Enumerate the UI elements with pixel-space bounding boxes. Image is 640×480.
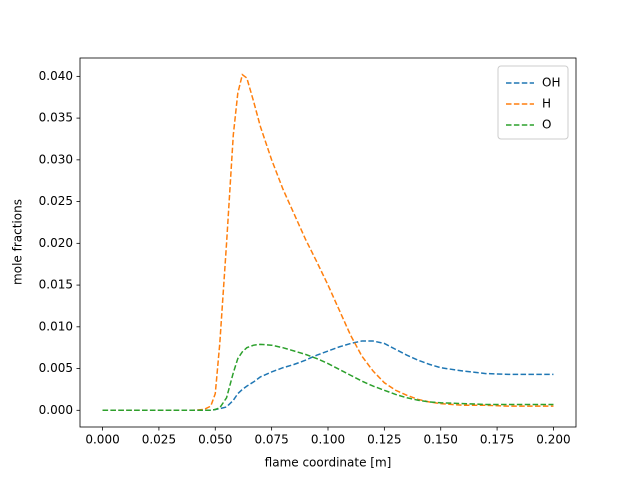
y-tick-label: 0.020	[39, 236, 73, 250]
x-tick-label: 0.050	[198, 433, 232, 447]
data-line	[102, 343, 554, 412]
y-tick-label: 0.030	[39, 152, 73, 166]
y-tick-label: 0.005	[39, 361, 73, 375]
y-tick-label: 0.025	[39, 194, 73, 208]
x-tick-label: 0.175	[480, 433, 514, 447]
x-tick-label: 0.025	[142, 433, 176, 447]
legend-label: OH	[542, 76, 560, 90]
x-tick-label: 0.075	[254, 433, 288, 447]
legend-label: H	[542, 97, 551, 111]
legend-box	[497, 65, 569, 140]
plot-frame	[79, 57, 577, 428]
y-tick-label: 0.035	[39, 111, 73, 125]
y-tick-label: 0.010	[39, 319, 73, 333]
x-tick-label: 0.125	[367, 433, 401, 447]
x-tick-label: 0.200	[536, 433, 570, 447]
y-axis-label: mole fractions	[11, 199, 25, 285]
legend-label: O	[542, 118, 551, 132]
y-tick-label: 0.040	[39, 69, 73, 83]
y-tick-label: 0.015	[39, 278, 73, 292]
x-tick-label: 0.000	[85, 433, 119, 447]
x-axis-label: flame coordinate [m]	[265, 456, 392, 470]
x-tick-label: 0.150	[424, 433, 458, 447]
x-tick-label: 0.100	[311, 433, 345, 447]
y-tick-label: 0.000	[39, 403, 73, 417]
